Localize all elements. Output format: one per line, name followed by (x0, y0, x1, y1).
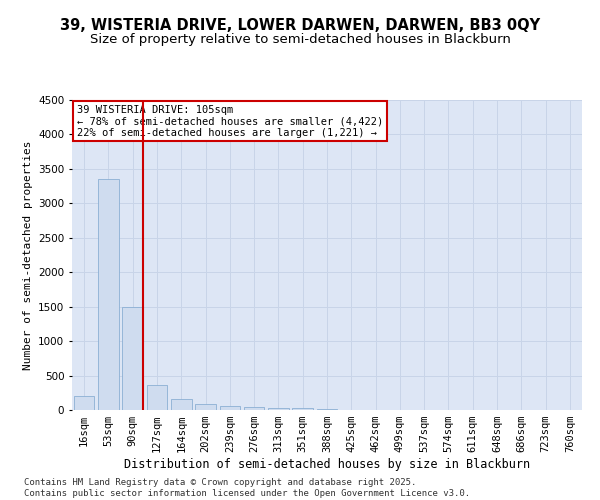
Text: 39, WISTERIA DRIVE, LOWER DARWEN, DARWEN, BB3 0QY: 39, WISTERIA DRIVE, LOWER DARWEN, DARWEN… (60, 18, 540, 32)
Bar (98, 179, 119, 410)
X-axis label: Distribution of semi-detached houses by size in Blackburn: Distribution of semi-detached houses by … (124, 458, 530, 471)
Text: Contains HM Land Registry data © Crown copyright and database right 2025.
Contai: Contains HM Land Registry data © Crown c… (24, 478, 470, 498)
Bar (195, 404, 216, 410)
Bar (268, 408, 289, 410)
Bar (122, 306, 143, 410)
Bar (244, 407, 265, 410)
Bar (292, 408, 313, 410)
Bar (146, 384, 167, 410)
Y-axis label: Number of semi-detached properties: Number of semi-detached properties (23, 140, 32, 370)
Bar (171, 400, 191, 410)
Bar (74, 396, 94, 410)
Bar (220, 406, 240, 410)
Text: Size of property relative to semi-detached houses in Blackburn: Size of property relative to semi-detach… (89, 32, 511, 46)
Text: 39 WISTERIA DRIVE: 105sqm
← 78% of semi-detached houses are smaller (4,422)
22% : 39 WISTERIA DRIVE: 105sqm ← 78% of semi-… (77, 104, 383, 138)
